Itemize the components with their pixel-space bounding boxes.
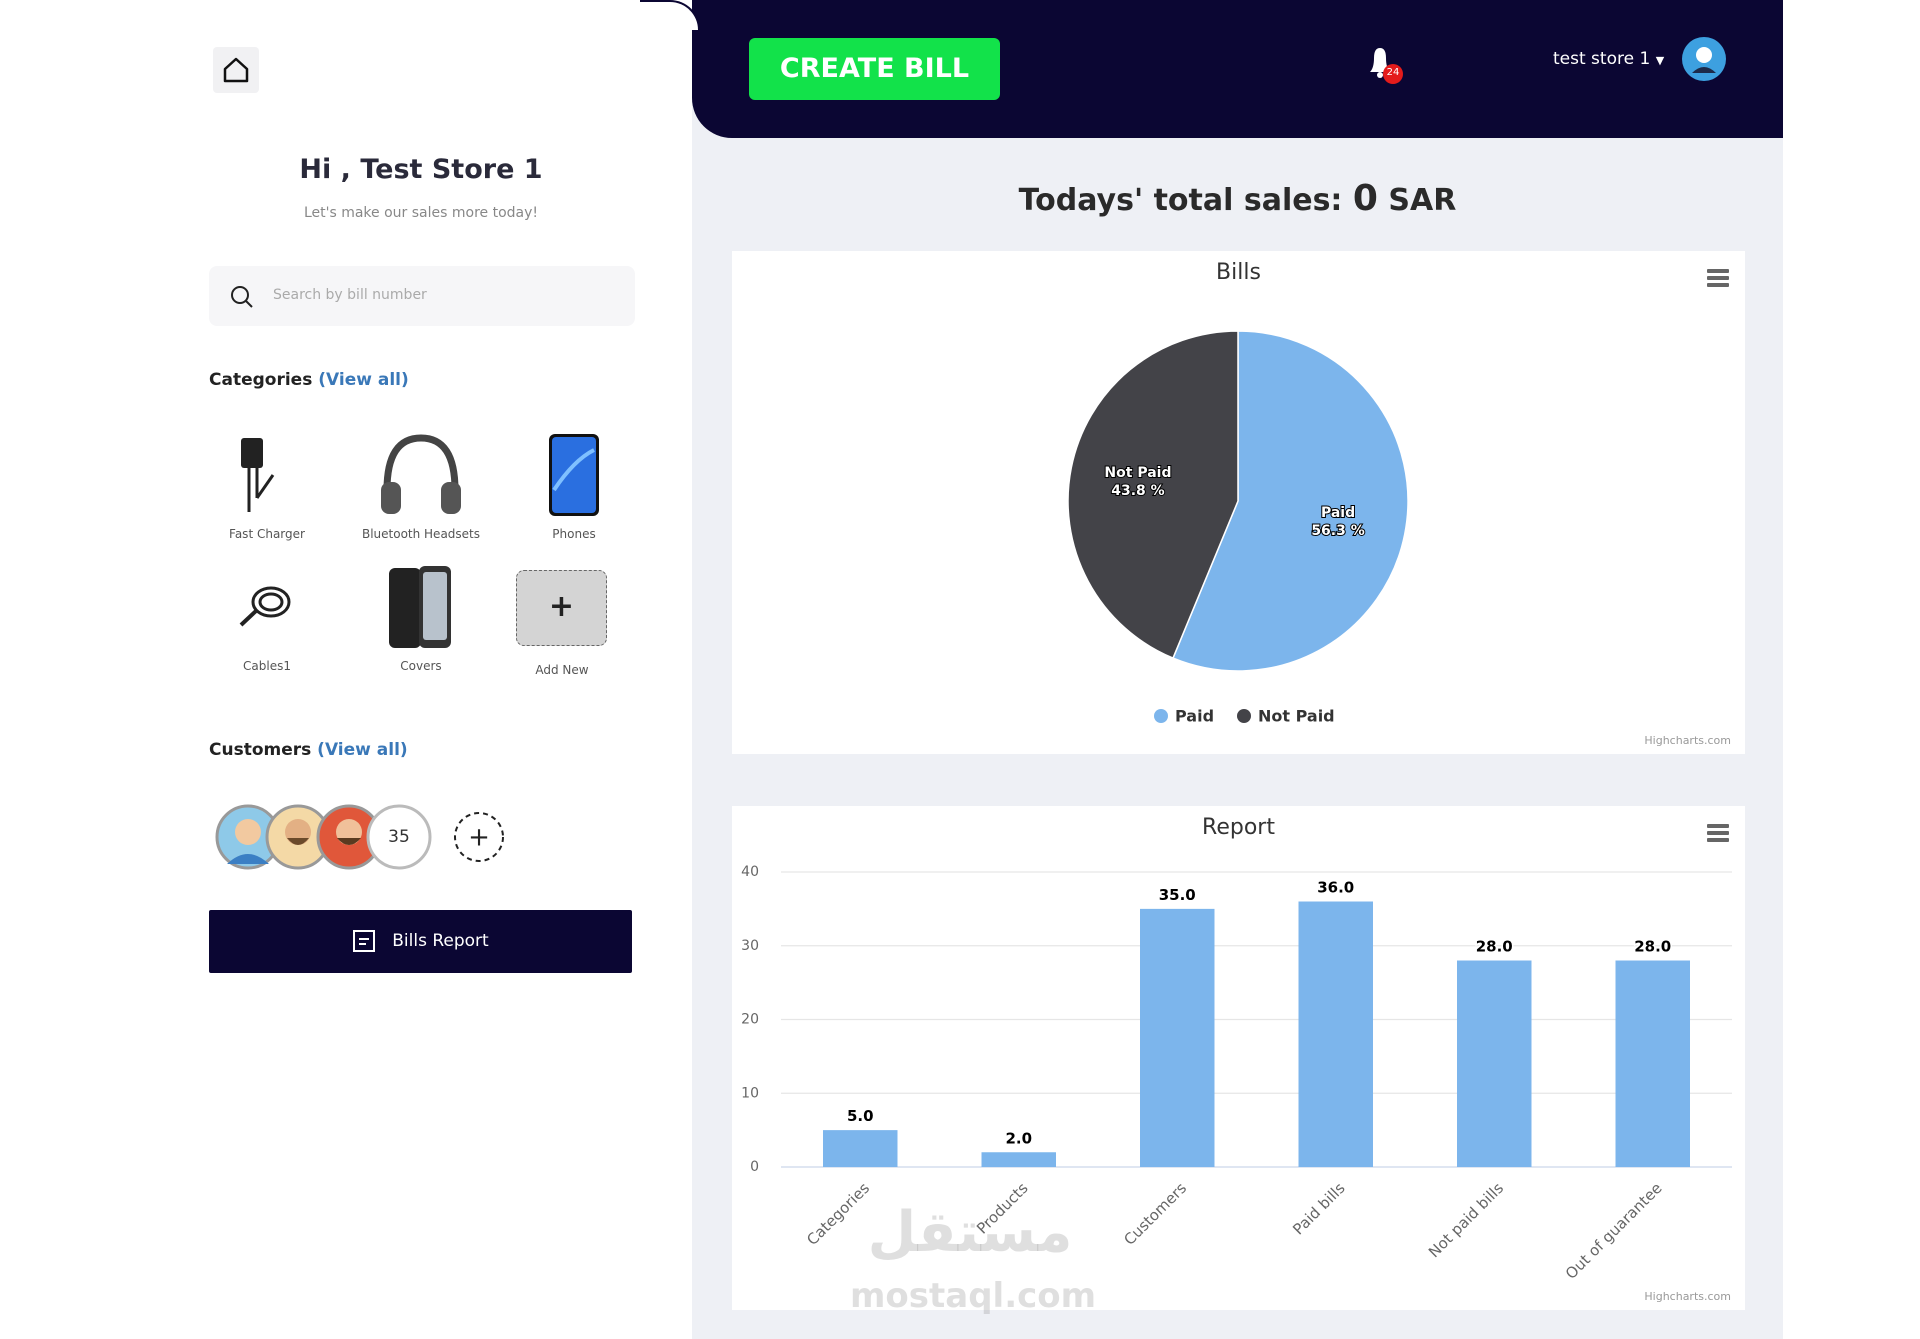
bills-card: Bills Highcharts.com Paid 56.3 % Not Paid 43.… [732, 251, 1745, 754]
x-tick-label: Paid bills [1289, 1179, 1348, 1238]
category-label[interactable]: Covers [400, 659, 442, 673]
store-name[interactable]: test store 1 ▼ [1553, 49, 1664, 69]
notification-count: 24 [1386, 67, 1400, 78]
phone-image [549, 434, 599, 516]
credits: Highcharts.com [1644, 1290, 1731, 1303]
category-images [239, 434, 599, 648]
sales-label: Todays' total sales: [1018, 183, 1343, 218]
slice-label-name: Not Paid [1104, 465, 1171, 481]
category-label[interactable]: Bluetooth Headsets [361, 527, 481, 541]
greeting-subtitle: Let's make our sales more today! [303, 205, 539, 221]
legend-marker [1154, 709, 1168, 723]
x-tick-label: Customers [1120, 1179, 1190, 1249]
pie-slice [1172, 330, 1409, 672]
user-avatar[interactable] [1682, 37, 1726, 81]
category-label[interactable]: Fast Charger [229, 527, 305, 541]
menu-icon-line [1707, 276, 1729, 280]
menu-icon-line [1707, 838, 1729, 842]
chart-title: Report [1202, 815, 1275, 840]
slice-label-value: 56.3 % [1311, 523, 1364, 539]
bar-value-label: 28.0 [1634, 938, 1671, 956]
slice-label-value: 43.8 % [1111, 483, 1164, 499]
create-bill-button[interactable]: CREATE BILL [749, 38, 1000, 100]
button-label: Bills Report [392, 931, 489, 951]
add-customer[interactable] [454, 812, 504, 862]
x-tick-label: Not paid bills [1425, 1179, 1507, 1261]
bar [823, 1130, 898, 1167]
menu-icon-line [1707, 831, 1729, 835]
bar-value-label: 5.0 [847, 1107, 874, 1125]
bar [1615, 960, 1690, 1167]
notification-bell[interactable] [1364, 44, 1408, 88]
category-label[interactable]: Phones [552, 527, 596, 541]
view-all-link[interactable]: (View all) [318, 370, 409, 390]
cable-image [239, 586, 291, 627]
slice-label-name: Paid [1321, 505, 1355, 521]
store-label: test store 1 [1553, 49, 1651, 69]
customers-heading: Customers (View all) [209, 740, 408, 760]
svg-text:+: + [468, 823, 490, 853]
total-sales: Todays' total sales: 0 SAR [692, 178, 1783, 219]
menu-icon-line [1707, 283, 1729, 287]
sales-amount: 0 [1352, 178, 1378, 219]
bar-value-label: 36.0 [1317, 879, 1354, 897]
legend-label: Not Paid [1258, 707, 1335, 726]
bar [1298, 901, 1373, 1167]
legend-marker [1237, 709, 1251, 723]
category-label[interactable]: Cables1 [243, 659, 291, 673]
watermark-arabic: مستقل [867, 1200, 1073, 1265]
report-card: Report Highcharts.com 0 10 20 30 40 5.0 Categori… [732, 806, 1745, 1310]
search-icon [231, 286, 253, 308]
bills-report-button[interactable]: Bills Report [209, 910, 632, 973]
home-icon [223, 57, 249, 83]
categories-heading: Categories (View all) [209, 370, 409, 390]
y-tick-label: 40 [741, 864, 759, 880]
y-tick-label: 10 [741, 1085, 759, 1101]
report-icon [353, 930, 376, 952]
customer-avatars: + [215, 804, 504, 870]
y-tick-label: 20 [741, 1012, 759, 1028]
heading-text: Categories [209, 370, 313, 390]
bar-chart: ReportHighcharts.com0102030405.0Categori… [741, 815, 1732, 1303]
bar [981, 1152, 1056, 1167]
bar-value-label: 35.0 [1159, 886, 1196, 904]
charger-image [241, 438, 275, 512]
y-tick-label: 0 [750, 1159, 759, 1175]
view-all-link[interactable]: (View all) [317, 740, 408, 760]
y-tick-label: 30 [741, 938, 759, 954]
greeting: Hi , Test Store 1 [299, 154, 543, 185]
chart-title: Bills [1216, 260, 1261, 285]
home-button[interactable] [213, 47, 259, 93]
caret: ▼ [1655, 54, 1665, 67]
pie-slice [1067, 330, 1239, 660]
search-placeholder: Search by bill number [273, 287, 427, 303]
bar [1457, 960, 1532, 1167]
covers-image [389, 566, 451, 648]
search-box[interactable]: Search by bill number [209, 266, 635, 326]
customers-count: 35 [388, 827, 410, 847]
bar [1140, 908, 1215, 1167]
watermark-latin: mostaql.com [850, 1276, 1097, 1316]
legend-label: Paid [1175, 707, 1214, 726]
menu-icon-line [1707, 824, 1729, 828]
add-category-button[interactable]: + [516, 570, 607, 646]
corner [640, 0, 700, 30]
menu-icon-line [1707, 269, 1729, 273]
pie-chart: Bills Highcharts.com Paid 56.3 % Not Paid 43.… [1067, 260, 1731, 747]
bar-value-label: 2.0 [1005, 1129, 1032, 1147]
x-tick-label: Out of guarantee [1562, 1179, 1666, 1283]
headset-image [381, 434, 461, 514]
bar-value-label: 28.0 [1476, 938, 1513, 956]
heading-text: Customers [209, 740, 312, 760]
credits: Highcharts.com [1644, 734, 1731, 747]
sales-currency: SAR [1388, 183, 1457, 218]
add-new-label: Add New [535, 663, 589, 677]
